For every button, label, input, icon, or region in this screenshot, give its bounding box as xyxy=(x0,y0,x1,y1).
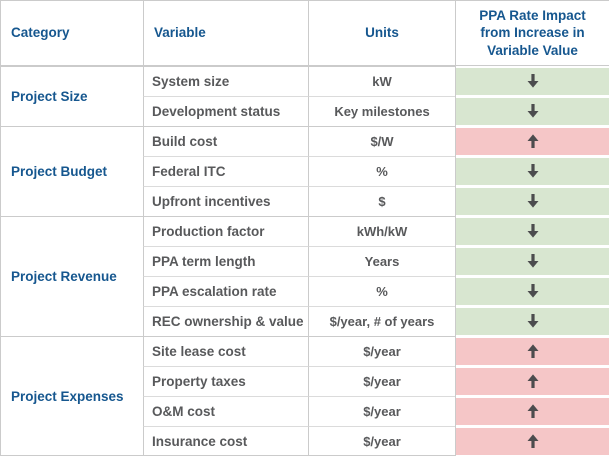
impact-decrease-indicator xyxy=(456,247,609,275)
column-header-category: Category xyxy=(0,0,143,66)
impact-cell xyxy=(455,366,609,396)
down-arrow-icon xyxy=(527,284,538,298)
down-arrow-icon xyxy=(527,74,538,88)
variable-cell: System size xyxy=(143,66,308,96)
impact-increase-indicator xyxy=(456,127,609,155)
up-arrow-icon xyxy=(527,434,538,448)
table-row: PPA escalation rate% xyxy=(0,276,609,306)
variable-cell: Build cost xyxy=(143,126,308,156)
table-body: Project Size System size kW Development sta… xyxy=(0,66,609,456)
impact-cell xyxy=(455,186,609,216)
impact-cell xyxy=(455,246,609,276)
variable-cell: Site lease cost xyxy=(143,336,308,366)
header-row: Category Variable Units PPA Rate Impact … xyxy=(0,0,609,66)
units-cell: Key milestones xyxy=(308,96,455,126)
impact-decrease-indicator xyxy=(456,187,609,215)
impact-cell xyxy=(455,396,609,426)
up-arrow-icon xyxy=(527,374,538,388)
units-cell: $/year, # of years xyxy=(308,306,455,336)
units-cell: $/year xyxy=(308,396,455,426)
variable-cell: Development status xyxy=(143,96,308,126)
table-header: Category Variable Units PPA Rate Impact … xyxy=(0,0,609,66)
table-row: Project Budget Build cost $/W xyxy=(0,126,609,216)
table-row: Development status Key milestones xyxy=(0,96,609,126)
down-arrow-icon xyxy=(527,194,538,208)
impact-increase-indicator xyxy=(456,427,609,455)
impact-cell xyxy=(455,306,609,336)
table-row: Insurance cost $/year xyxy=(0,426,609,456)
category-cell: Project Budget xyxy=(0,126,143,216)
impact-cell xyxy=(455,426,609,456)
impact-cell xyxy=(455,126,609,156)
variable-cell: REC ownership & value xyxy=(143,306,308,336)
column-header-units: Units xyxy=(308,0,455,66)
table-row: PPA term length Years xyxy=(0,246,609,276)
up-arrow-icon xyxy=(527,344,538,358)
units-cell: % xyxy=(308,156,455,186)
impact-increase-indicator xyxy=(456,397,609,425)
table-row: Upfront incentives $ xyxy=(0,186,609,216)
variable-cell: Federal ITC xyxy=(143,156,308,186)
impact-decrease-indicator xyxy=(456,67,609,95)
impact-cell xyxy=(455,96,609,126)
variable-cell: Upfront incentives xyxy=(143,186,308,216)
units-cell: $/year xyxy=(308,366,455,396)
units-cell: kWh/kW xyxy=(308,216,455,246)
table-row: Federal ITC% xyxy=(0,156,609,186)
variable-cell: Property taxes xyxy=(143,366,308,396)
category-cell: Project Revenue xyxy=(0,216,143,336)
variable-cell: PPA term length xyxy=(143,246,308,276)
impact-increase-indicator xyxy=(456,337,609,365)
impact-cell xyxy=(455,156,609,186)
category-cell: Project Expenses xyxy=(0,336,143,456)
impact-cell xyxy=(455,66,609,96)
impact-increase-indicator xyxy=(456,367,609,395)
impact-decrease-indicator xyxy=(456,217,609,245)
up-arrow-icon xyxy=(527,404,538,418)
impact-decrease-indicator xyxy=(456,97,609,125)
impact-decrease-indicator xyxy=(456,307,609,335)
units-cell: $ xyxy=(308,186,455,216)
impact-decrease-indicator xyxy=(456,157,609,185)
column-header-ppa-rate-impact: PPA Rate Impact from Increase in Variabl… xyxy=(455,0,609,66)
units-cell: $/W xyxy=(308,126,455,156)
variable-cell: Insurance cost xyxy=(143,426,308,456)
impact-cell xyxy=(455,276,609,306)
down-arrow-icon xyxy=(527,224,538,238)
impact-cell xyxy=(455,216,609,246)
units-cell: Years xyxy=(308,246,455,276)
down-arrow-icon xyxy=(527,314,538,328)
table-row: Project Revenue Production factor kWh/kW xyxy=(0,216,609,336)
impact-decrease-indicator xyxy=(456,277,609,305)
table-row: O&M cost $/year xyxy=(0,396,609,426)
table-row: Property taxes $/year xyxy=(0,366,609,396)
variable-cell: Production factor xyxy=(143,216,308,246)
variable-cell: O&M cost xyxy=(143,396,308,426)
impact-cell xyxy=(455,336,609,366)
down-arrow-icon xyxy=(527,164,538,178)
variable-cell: PPA escalation rate xyxy=(143,276,308,306)
units-cell: kW xyxy=(308,66,455,96)
table-row: Project Size System size kW xyxy=(0,66,609,126)
down-arrow-icon xyxy=(527,254,538,268)
units-cell: % xyxy=(308,276,455,306)
units-cell: $/year xyxy=(308,426,455,456)
category-cell: Project Size xyxy=(0,66,143,126)
table-row: Project Expenses Site lease cost $/year xyxy=(0,336,609,456)
units-cell: $/year xyxy=(308,336,455,366)
ppa-rate-impact-table: Category Variable Units PPA Rate Impact … xyxy=(0,0,609,456)
up-arrow-icon xyxy=(527,134,538,148)
column-header-variable: Variable xyxy=(143,0,308,66)
table-row: REC ownership & value $/year, # of years xyxy=(0,306,609,336)
down-arrow-icon xyxy=(527,104,538,118)
